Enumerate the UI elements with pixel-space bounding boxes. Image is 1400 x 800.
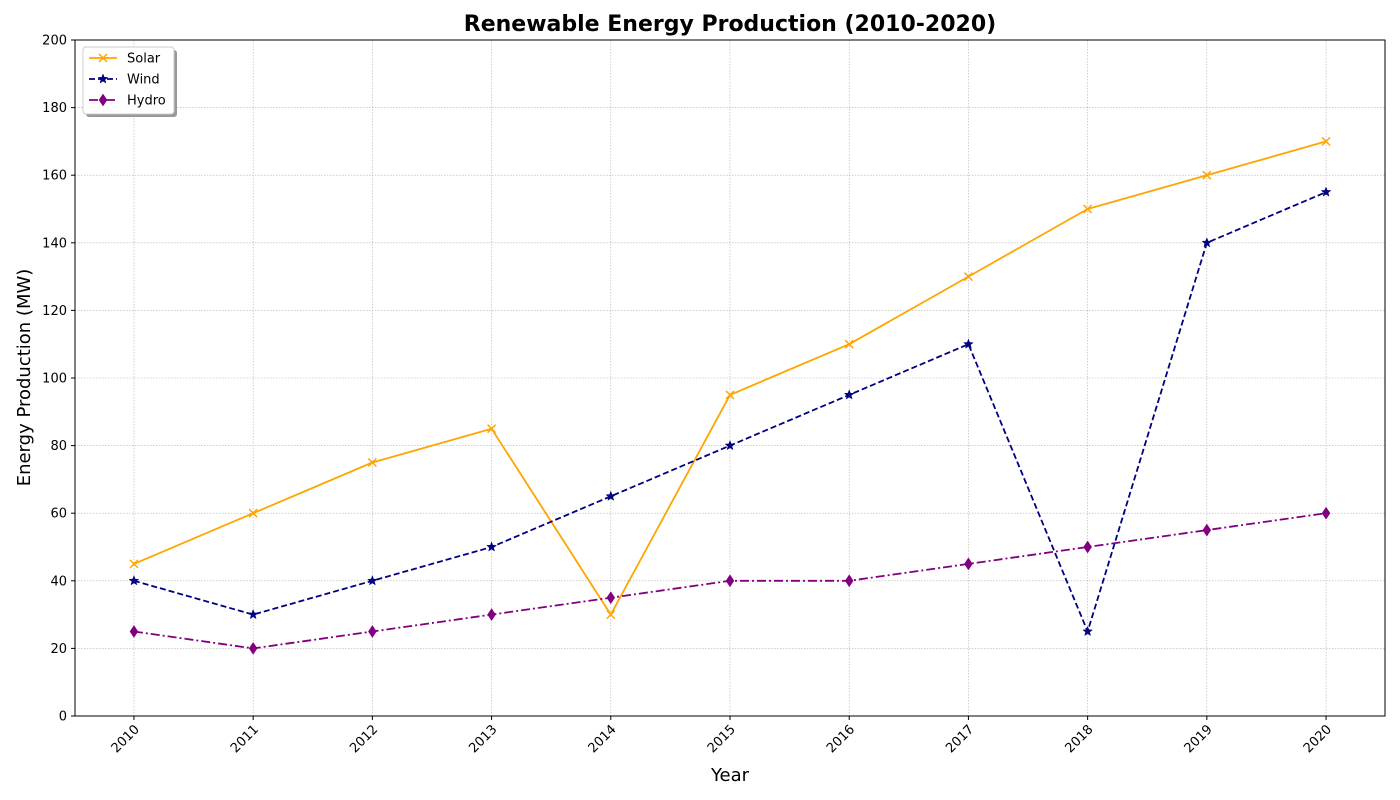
marker-stroke (1321, 136, 1331, 146)
y-tick-label: 40 (50, 574, 67, 589)
data-point-hydro (1202, 523, 1212, 537)
legend-entry-wind: Wind (89, 73, 160, 88)
legend-label-wind: Wind (127, 73, 160, 88)
data-point-solar (1321, 136, 1331, 146)
data-point-hydro (248, 641, 258, 655)
legend-box (82, 46, 175, 115)
y-tick-label: 160 (42, 169, 67, 184)
data-point-solar (606, 610, 616, 620)
legend-entry-solar: Solar (89, 52, 161, 67)
legend: Solar Wind Hydro (82, 46, 177, 117)
data-point-wind (724, 439, 736, 451)
series-solar (129, 136, 1331, 620)
data-point-solar (248, 508, 258, 518)
data-point-wind (128, 575, 140, 586)
y-axis-title: Energy Production (MW) (14, 269, 35, 487)
series-hydro (129, 506, 1331, 655)
data-point-wind (247, 608, 259, 620)
data-point-hydro (606, 591, 616, 605)
data-point-solar (487, 424, 497, 434)
data-point-wind (366, 575, 378, 586)
marker-stroke (98, 53, 108, 63)
y-tick-label: 60 (50, 507, 67, 522)
data-point-hydro (1321, 506, 1331, 520)
marker-stroke (844, 339, 854, 349)
marker-stroke (367, 457, 377, 468)
data-point-hydro (487, 608, 496, 622)
marker-stroke (606, 610, 616, 620)
y-tick-label: 100 (42, 372, 67, 387)
data-point-hydro (964, 557, 973, 571)
data-point-wind (1082, 625, 1094, 637)
x-axis-title: Year (710, 765, 750, 786)
series-group (128, 136, 1332, 655)
legend-marker-hydro (98, 93, 108, 107)
data-point-solar (1083, 204, 1093, 214)
y-tick-label: 80 (50, 439, 67, 454)
legend-marker-solar (98, 53, 108, 63)
marker-stroke (1202, 170, 1212, 180)
data-point-wind (605, 490, 617, 501)
marker-stroke (963, 272, 973, 282)
data-point-hydro (368, 625, 377, 638)
y-tick-label: 140 (42, 236, 67, 251)
data-point-wind (962, 338, 974, 349)
legend-label-solar: Solar (127, 52, 161, 67)
data-point-solar (367, 457, 377, 468)
data-point-solar (129, 559, 139, 569)
data-point-wind (1201, 237, 1213, 248)
marker-stroke (487, 424, 497, 434)
data-point-hydro (844, 574, 854, 588)
data-point-solar (1202, 170, 1212, 180)
chart-title: Renewable Energy Production (2010-2020) (464, 12, 996, 37)
data-point-hydro (129, 625, 139, 638)
data-point-solar (963, 272, 973, 282)
y-tick-label: 0 (59, 710, 67, 725)
marker-stroke (248, 508, 258, 518)
data-point-hydro (1083, 540, 1092, 554)
data-point-solar (725, 390, 735, 400)
data-point-hydro (725, 574, 735, 588)
marker-stroke (1083, 204, 1093, 214)
marker-stroke (129, 559, 139, 569)
legend-label-hydro: Hydro (127, 94, 166, 109)
series-wind (128, 186, 1332, 637)
data-point-wind (1320, 186, 1332, 197)
y-tick-label: 200 (42, 34, 67, 49)
y-tick-label: 180 (42, 101, 67, 116)
legend-entry-hydro: Hydro (89, 94, 166, 109)
y-tick-label: 20 (50, 642, 67, 657)
marker-stroke (725, 390, 735, 400)
y-tick-label: 120 (42, 304, 67, 319)
data-point-wind (843, 389, 855, 400)
legend-marker-wind (97, 73, 109, 84)
data-point-solar (844, 339, 854, 349)
data-point-wind (486, 541, 498, 552)
